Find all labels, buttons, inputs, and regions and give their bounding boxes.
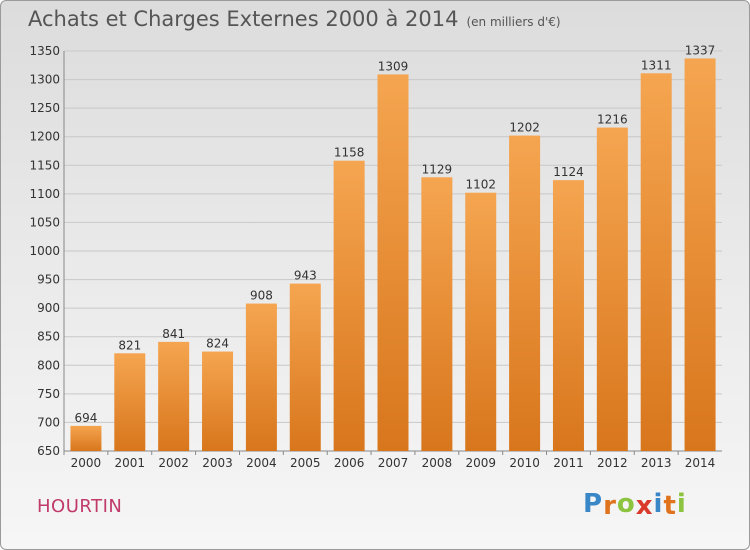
bar-value-label: 1337 bbox=[685, 43, 716, 57]
bar-value-label: 694 bbox=[74, 411, 97, 425]
logo-letter: P bbox=[583, 489, 604, 519]
y-tick-label: 850 bbox=[37, 330, 60, 344]
bar-value-label: 1102 bbox=[465, 178, 496, 192]
x-tick-label: 2000 bbox=[71, 456, 102, 470]
chart-title-text: Achats et Charges Externes 2000 à 2014 bbox=[28, 7, 459, 31]
chart-subtitle: (en milliers d'€) bbox=[466, 15, 561, 29]
bar-2001 bbox=[114, 353, 146, 451]
y-tick-label: 950 bbox=[37, 273, 60, 287]
y-tick-label: 700 bbox=[37, 415, 60, 429]
bar-2005 bbox=[289, 283, 321, 451]
logo-letter: t bbox=[663, 491, 677, 521]
bar-2013 bbox=[640, 73, 672, 452]
x-tick-label: 2012 bbox=[597, 456, 628, 470]
x-tick-label: 2009 bbox=[465, 456, 496, 470]
y-tick-label: 1150 bbox=[29, 158, 60, 172]
x-tick-label: 2007 bbox=[378, 456, 409, 470]
y-tick-label: 1250 bbox=[29, 101, 60, 115]
bar-2000 bbox=[70, 425, 102, 451]
logo-letter: x bbox=[635, 491, 654, 521]
data-labels: 694 821 841 824 908 943 1158 1309 1129 1102 1202 11… bbox=[74, 43, 715, 424]
logo-letter: i bbox=[676, 489, 687, 519]
y-tick-label: 1200 bbox=[29, 130, 60, 144]
commune-name: HOURTIN bbox=[37, 496, 123, 517]
x-tick-label: 2008 bbox=[422, 456, 453, 470]
y-tick-label: 1350 bbox=[29, 44, 60, 58]
bar-2012 bbox=[596, 127, 628, 452]
x-tick-label: 2006 bbox=[334, 456, 365, 470]
logo-letter: o bbox=[616, 489, 636, 519]
x-tick-label: 2002 bbox=[158, 456, 189, 470]
x-tick-label: 2010 bbox=[509, 456, 540, 470]
logo-letter: i bbox=[653, 489, 664, 519]
logo-letter: r bbox=[603, 491, 617, 521]
y-tick-label: 900 bbox=[37, 301, 60, 315]
bar-value-label: 1129 bbox=[422, 162, 453, 176]
bar-value-label: 943 bbox=[294, 269, 317, 283]
bar-2008 bbox=[421, 177, 453, 452]
y-tick-label: 800 bbox=[37, 358, 60, 372]
bar-2010 bbox=[509, 135, 541, 452]
bar-2004 bbox=[245, 303, 277, 451]
bar-2014 bbox=[684, 58, 716, 452]
bar-value-label: 1309 bbox=[378, 59, 409, 73]
y-tick-label: 1100 bbox=[29, 187, 60, 201]
x-tick-label: 2014 bbox=[685, 456, 716, 470]
bar-2003 bbox=[202, 351, 234, 451]
y-tick-label: 1300 bbox=[29, 73, 60, 87]
x-tick-label: 2003 bbox=[202, 456, 233, 470]
proxiti-logo: Proxiti bbox=[583, 489, 687, 521]
axes: 650 700 750 800 850 900 950 1000 1050 1100 1150 120… bbox=[29, 44, 722, 470]
y-tick-label: 750 bbox=[37, 387, 60, 401]
bar-2011 bbox=[552, 180, 584, 451]
bar-2007 bbox=[377, 74, 409, 451]
x-tick-label: 2001 bbox=[115, 456, 146, 470]
x-tick-label: 2004 bbox=[246, 456, 277, 470]
bars bbox=[70, 58, 716, 452]
y-tick-label: 650 bbox=[37, 444, 60, 458]
x-tick-label: 2005 bbox=[290, 456, 321, 470]
bar-value-label: 1202 bbox=[509, 121, 540, 135]
bar-value-label: 1158 bbox=[334, 146, 365, 160]
x-tick-label: 2011 bbox=[553, 456, 584, 470]
bar-value-label: 1216 bbox=[597, 113, 628, 127]
bar-value-label: 824 bbox=[206, 337, 229, 351]
bar-value-label: 1311 bbox=[641, 58, 672, 72]
bar-value-label: 1124 bbox=[553, 165, 584, 179]
bar-value-label: 841 bbox=[162, 327, 185, 341]
y-tick-label: 1050 bbox=[29, 215, 60, 229]
bar-value-label: 821 bbox=[118, 338, 141, 352]
chart-title: Achats et Charges Externes 2000 à 2014 (e… bbox=[28, 7, 561, 31]
bar-2006 bbox=[333, 160, 365, 451]
x-tick-label: 2013 bbox=[641, 456, 672, 470]
bar-value-label: 908 bbox=[250, 289, 273, 303]
bar-2002 bbox=[158, 341, 190, 451]
y-tick-label: 1000 bbox=[29, 244, 60, 258]
bar-2009 bbox=[465, 192, 497, 451]
